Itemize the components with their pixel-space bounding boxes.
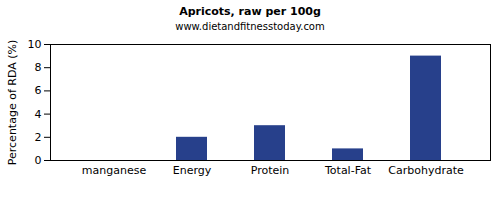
svg-text:4: 4 (35, 108, 42, 121)
svg-text:10: 10 (28, 38, 42, 51)
svg-text:8: 8 (35, 61, 42, 74)
svg-text:Carbohydrate: Carbohydrate (388, 164, 464, 177)
svg-text:2: 2 (35, 131, 42, 144)
html-text:Apricots, raw per 100g: Apricots, raw per 100g (179, 5, 321, 18)
svg-text:Percentage of RDA (%): Percentage of RDA (%) (6, 40, 19, 165)
svg-text:Protein: Protein (251, 164, 290, 177)
html-text:www.dietandfitnesstoday.com: www.dietandfitnesstoday.com (175, 21, 325, 32)
svg-text:Total-Fat: Total-Fat (324, 164, 372, 177)
svg-text:0: 0 (35, 154, 42, 167)
svg-text:Energy: Energy (173, 164, 212, 177)
svg-text:manganese: manganese (82, 164, 147, 177)
svg-text:6: 6 (35, 84, 42, 97)
